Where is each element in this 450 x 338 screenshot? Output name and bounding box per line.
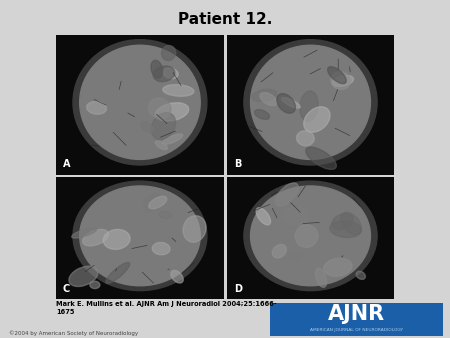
- Ellipse shape: [141, 121, 153, 132]
- Ellipse shape: [244, 181, 377, 291]
- Ellipse shape: [80, 45, 200, 160]
- Ellipse shape: [272, 244, 287, 258]
- Ellipse shape: [306, 147, 336, 169]
- Ellipse shape: [288, 253, 301, 260]
- Ellipse shape: [295, 225, 318, 247]
- Ellipse shape: [315, 268, 327, 287]
- Ellipse shape: [304, 107, 330, 132]
- Text: B: B: [234, 159, 241, 169]
- Ellipse shape: [149, 196, 167, 209]
- Ellipse shape: [324, 258, 352, 276]
- Ellipse shape: [282, 97, 300, 108]
- Ellipse shape: [328, 67, 346, 83]
- Ellipse shape: [183, 216, 206, 242]
- Ellipse shape: [300, 91, 318, 121]
- Ellipse shape: [260, 93, 277, 105]
- Ellipse shape: [330, 221, 361, 238]
- Ellipse shape: [341, 212, 361, 235]
- Ellipse shape: [72, 228, 97, 238]
- Ellipse shape: [73, 181, 207, 291]
- Ellipse shape: [356, 271, 365, 280]
- Ellipse shape: [251, 45, 370, 160]
- Ellipse shape: [83, 230, 108, 246]
- Ellipse shape: [151, 60, 162, 78]
- Ellipse shape: [171, 270, 183, 283]
- Ellipse shape: [163, 84, 194, 96]
- Ellipse shape: [162, 134, 183, 144]
- Ellipse shape: [73, 40, 207, 165]
- Text: Mark E. Mullins et al. AJNR Am J Neuroradiol 2004;25:1666-
1675: Mark E. Mullins et al. AJNR Am J Neurora…: [56, 301, 277, 315]
- Ellipse shape: [155, 103, 189, 121]
- Ellipse shape: [103, 230, 130, 249]
- Ellipse shape: [244, 40, 377, 165]
- Ellipse shape: [256, 208, 270, 225]
- Ellipse shape: [69, 266, 98, 287]
- Ellipse shape: [297, 131, 314, 146]
- Ellipse shape: [86, 101, 107, 114]
- Text: Patient 12.: Patient 12.: [178, 12, 272, 27]
- Ellipse shape: [255, 110, 270, 119]
- Ellipse shape: [152, 242, 170, 255]
- Ellipse shape: [275, 183, 298, 206]
- Ellipse shape: [277, 94, 296, 113]
- Text: ©2004 by American Society of Neuroradiology: ©2004 by American Society of Neuroradiol…: [9, 331, 138, 336]
- Ellipse shape: [90, 281, 100, 289]
- Text: D: D: [234, 284, 242, 294]
- Ellipse shape: [155, 141, 167, 150]
- Ellipse shape: [162, 46, 176, 61]
- Ellipse shape: [151, 113, 176, 140]
- Ellipse shape: [144, 193, 161, 212]
- Ellipse shape: [333, 75, 354, 87]
- Ellipse shape: [80, 186, 200, 286]
- Ellipse shape: [148, 98, 171, 119]
- Ellipse shape: [106, 263, 130, 284]
- Ellipse shape: [163, 68, 178, 79]
- Ellipse shape: [251, 186, 370, 286]
- Ellipse shape: [332, 214, 353, 230]
- Text: AMERICAN JOURNAL OF NEURORADIOLOGY: AMERICAN JOURNAL OF NEURORADIOLOGY: [310, 328, 403, 332]
- Ellipse shape: [284, 207, 310, 225]
- Ellipse shape: [252, 89, 277, 101]
- Ellipse shape: [159, 212, 171, 218]
- Text: AJNR: AJNR: [328, 304, 385, 324]
- Text: A: A: [63, 159, 71, 169]
- Text: C: C: [63, 284, 70, 294]
- Ellipse shape: [153, 66, 175, 82]
- Ellipse shape: [331, 72, 350, 90]
